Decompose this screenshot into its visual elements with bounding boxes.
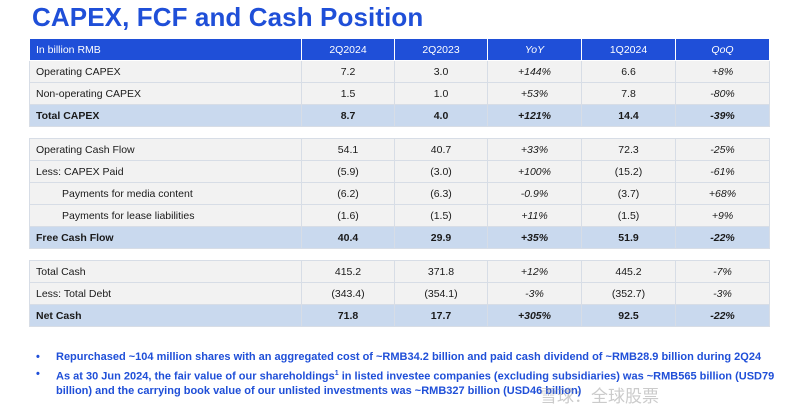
row-capex-paid: Less: CAPEX Paid (5.9) (3.0) +100% (15.2…	[29, 160, 770, 183]
cell: 8.7	[301, 104, 395, 127]
cell: (3.0)	[394, 160, 488, 183]
cell: (6.2)	[301, 182, 395, 205]
header-2q2023: 2Q2023	[394, 38, 488, 61]
cell: 54.1	[301, 138, 395, 161]
cell: 72.3	[581, 138, 676, 161]
watermark: 雪球：全球股票	[540, 387, 659, 406]
cell: 1.5	[301, 82, 395, 105]
cell: +12%	[487, 260, 582, 283]
cell: +8%	[675, 60, 770, 83]
cell: (6.3)	[394, 182, 488, 205]
cell: 1.0	[394, 82, 488, 105]
cell: (3.7)	[581, 182, 676, 205]
row-label: Total CAPEX	[29, 104, 302, 127]
section-spacer	[29, 248, 770, 261]
cell: +35%	[487, 226, 582, 249]
cell: 3.0	[394, 60, 488, 83]
notes-bullets: • Repurchased ~104 million shares with a…	[36, 350, 776, 401]
cell: 92.5	[581, 304, 676, 327]
cell: (352.7)	[581, 282, 676, 305]
cell: 14.4	[581, 104, 676, 127]
cell: -7%	[675, 260, 770, 283]
row-label: Free Cash Flow	[29, 226, 302, 249]
row-free-cash-flow: Free Cash Flow 40.4 29.9 +35% 51.9 -22%	[29, 226, 770, 249]
cell: -3%	[675, 282, 770, 305]
header-1q2024: 1Q2024	[581, 38, 676, 61]
row-label: Non-operating CAPEX	[29, 82, 302, 105]
row-media-content: Payments for media content (6.2) (6.3) -…	[29, 182, 770, 205]
cell: 51.9	[581, 226, 676, 249]
cell: 7.2	[301, 60, 395, 83]
bullet-text: Repurchased ~104 million shares with an …	[56, 351, 762, 363]
cell: -0.9%	[487, 182, 582, 205]
cell: 17.7	[394, 304, 488, 327]
row-total-cash: Total Cash 415.2 371.8 +12% 445.2 -7%	[29, 260, 770, 283]
row-net-cash: Net Cash 71.8 17.7 +305% 92.5 -22%	[29, 304, 770, 327]
row-label: Payments for lease liabilities	[29, 204, 302, 227]
cell: (354.1)	[394, 282, 488, 305]
cell: 40.4	[301, 226, 395, 249]
row-total-debt: Less: Total Debt (343.4) (354.1) -3% (35…	[29, 282, 770, 305]
header-units: In billion RMB	[29, 38, 302, 61]
cell: +53%	[487, 82, 582, 105]
header-qoq: QoQ	[675, 38, 770, 61]
bullet-fair-value: • As at 30 Jun 2024, the fair value of o…	[36, 367, 776, 398]
row-label: Operating Cash Flow	[29, 138, 302, 161]
cell: +100%	[487, 160, 582, 183]
cell: -80%	[675, 82, 770, 105]
cell: +121%	[487, 104, 582, 127]
cell: 445.2	[581, 260, 676, 283]
cell: (1.6)	[301, 204, 395, 227]
cell: (1.5)	[581, 204, 676, 227]
row-label: Operating CAPEX	[29, 60, 302, 83]
section-spacer	[29, 126, 770, 139]
cell: +144%	[487, 60, 582, 83]
row-label: Payments for media content	[29, 182, 302, 205]
cell: -22%	[675, 226, 770, 249]
cell: 71.8	[301, 304, 395, 327]
bullet-marker: •	[36, 368, 40, 380]
row-label: Net Cash	[29, 304, 302, 327]
cell: (1.5)	[394, 204, 488, 227]
row-operating-cash-flow: Operating Cash Flow 54.1 40.7 +33% 72.3 …	[29, 138, 770, 161]
cell: (343.4)	[301, 282, 395, 305]
cell: 7.8	[581, 82, 676, 105]
bullet-share-repurchase: • Repurchased ~104 million shares with a…	[36, 350, 776, 364]
cell: -25%	[675, 138, 770, 161]
row-lease-liabilities: Payments for lease liabilities (1.6) (1.…	[29, 204, 770, 227]
cell: (15.2)	[581, 160, 676, 183]
cell: 29.9	[394, 226, 488, 249]
bullet-marker: •	[36, 351, 40, 363]
row-total-capex: Total CAPEX 8.7 4.0 +121% 14.4 -39%	[29, 104, 770, 127]
cell: 371.8	[394, 260, 488, 283]
row-label: Less: Total Debt	[29, 282, 302, 305]
cell: +11%	[487, 204, 582, 227]
header-2q2024: 2Q2024	[301, 38, 395, 61]
cell: -3%	[487, 282, 582, 305]
row-label: Less: CAPEX Paid	[29, 160, 302, 183]
cell: -39%	[675, 104, 770, 127]
bullet-text-cont: in listed investee companies (excluding …	[56, 370, 775, 397]
cell: +9%	[675, 204, 770, 227]
cell: 40.7	[394, 138, 488, 161]
footnote-marker: 1	[334, 370, 339, 377]
bullet-text: As at 30 Jun 2024, the fair value of our…	[56, 370, 335, 383]
cell: -22%	[675, 304, 770, 327]
capex-fcf-cash-table: In billion RMB 2Q2024 2Q2023 YoY 1Q2024 …	[29, 38, 770, 327]
cell: 4.0	[394, 104, 488, 127]
row-operating-capex: Operating CAPEX 7.2 3.0 +144% 6.6 +8%	[29, 60, 770, 83]
cell: 6.6	[581, 60, 676, 83]
cell: +33%	[487, 138, 582, 161]
page-title: CAPEX, FCF and Cash Position	[32, 2, 424, 32]
row-non-operating-capex: Non-operating CAPEX 1.5 1.0 +53% 7.8 -80…	[29, 82, 770, 105]
header-yoy: YoY	[487, 38, 582, 61]
row-label: Total Cash	[29, 260, 302, 283]
cell: -61%	[675, 160, 770, 183]
cell: +68%	[675, 182, 770, 205]
cell: (5.9)	[301, 160, 395, 183]
cell: 415.2	[301, 260, 395, 283]
table-header-row: In billion RMB 2Q2024 2Q2023 YoY 1Q2024 …	[29, 38, 770, 61]
cell: +305%	[487, 304, 582, 327]
